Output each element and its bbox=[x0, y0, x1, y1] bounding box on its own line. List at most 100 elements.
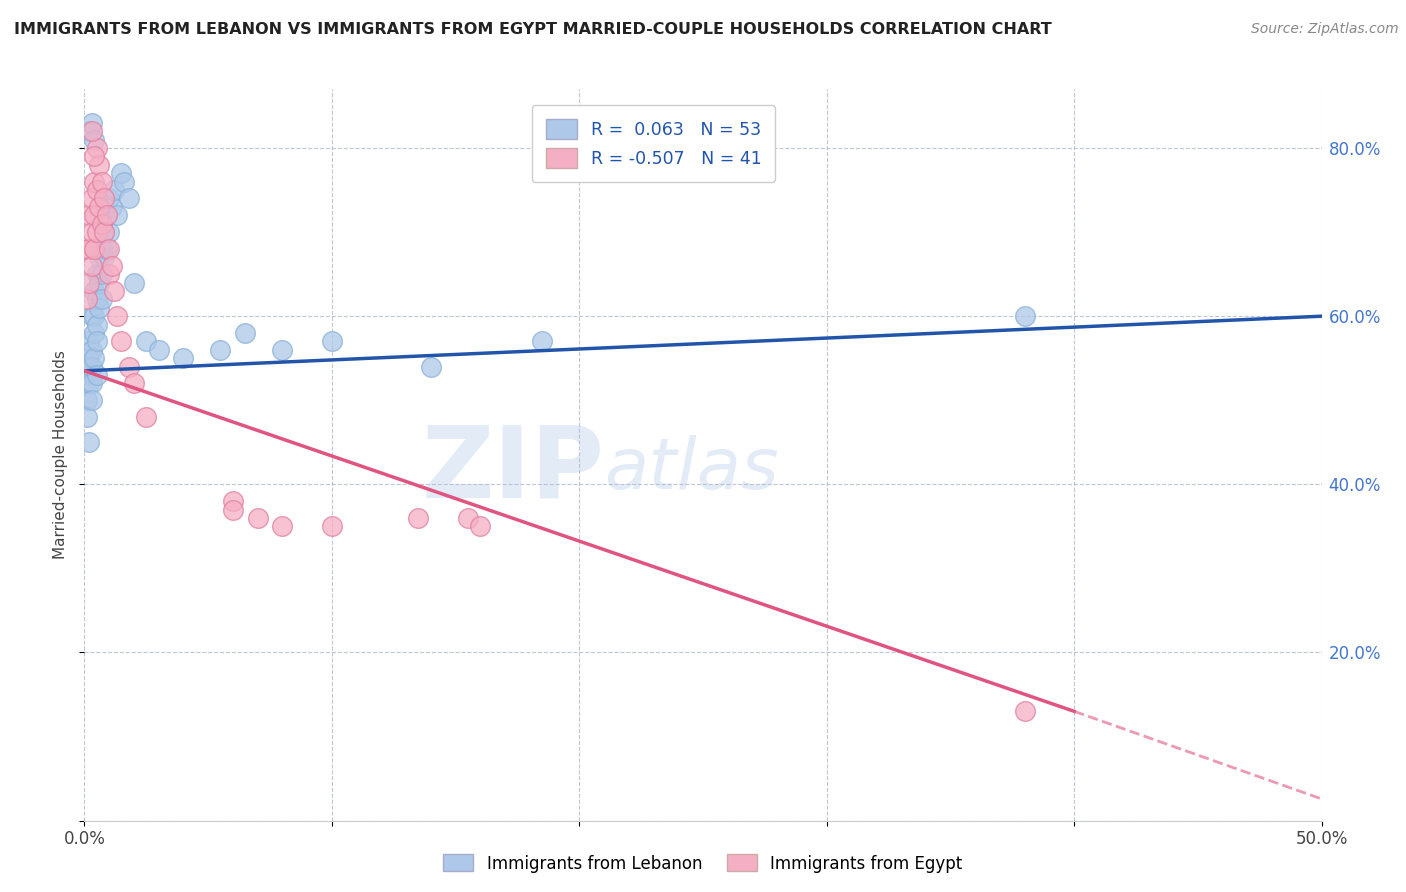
Point bbox=[76, 410, 98, 425]
Point bbox=[80, 225, 103, 239]
Point bbox=[83, 309, 105, 323]
Point bbox=[80, 393, 103, 408]
Point bbox=[271, 343, 294, 357]
Point bbox=[271, 519, 294, 533]
Point bbox=[80, 192, 103, 206]
Point bbox=[80, 343, 103, 357]
Point bbox=[419, 359, 441, 374]
Point bbox=[89, 158, 111, 172]
Point bbox=[135, 410, 157, 425]
Point bbox=[172, 351, 194, 366]
Point bbox=[98, 242, 121, 256]
Point bbox=[122, 376, 145, 391]
Point bbox=[89, 200, 111, 214]
Point bbox=[90, 217, 112, 231]
Point bbox=[122, 276, 145, 290]
Point bbox=[90, 267, 112, 281]
Point bbox=[531, 334, 554, 349]
Point bbox=[96, 208, 118, 222]
Point bbox=[83, 175, 105, 189]
Point bbox=[86, 293, 108, 307]
Point bbox=[83, 149, 105, 163]
Point bbox=[135, 334, 157, 349]
Point bbox=[76, 293, 98, 307]
Point bbox=[79, 276, 101, 290]
Point bbox=[321, 519, 343, 533]
Point bbox=[80, 259, 103, 273]
Point bbox=[470, 519, 492, 533]
Point bbox=[83, 208, 105, 222]
Point bbox=[110, 166, 132, 180]
Point bbox=[222, 494, 245, 508]
Point bbox=[79, 334, 101, 349]
Point bbox=[83, 242, 105, 256]
Point bbox=[86, 267, 108, 281]
Point bbox=[86, 225, 108, 239]
Point bbox=[98, 192, 121, 206]
Point bbox=[79, 376, 101, 391]
Point bbox=[89, 276, 111, 290]
Point bbox=[118, 359, 141, 374]
Point bbox=[79, 208, 101, 222]
Point bbox=[209, 343, 232, 357]
Point bbox=[80, 376, 103, 391]
Point bbox=[96, 242, 118, 256]
Point bbox=[76, 242, 98, 256]
Point bbox=[233, 326, 256, 340]
Point bbox=[86, 183, 108, 197]
Point bbox=[89, 251, 111, 265]
Text: Source: ZipAtlas.com: Source: ZipAtlas.com bbox=[1251, 22, 1399, 37]
Point bbox=[105, 309, 128, 323]
Point bbox=[105, 208, 128, 222]
Point bbox=[93, 225, 115, 239]
Legend: R =  0.063   N = 53, R = -0.507   N = 41: R = 0.063 N = 53, R = -0.507 N = 41 bbox=[531, 105, 775, 182]
Point bbox=[79, 242, 101, 256]
Point bbox=[1014, 309, 1036, 323]
Point bbox=[118, 192, 141, 206]
Point bbox=[83, 351, 105, 366]
Text: atlas: atlas bbox=[605, 435, 779, 504]
Point bbox=[76, 368, 98, 382]
Point bbox=[80, 359, 103, 374]
Point bbox=[86, 318, 108, 332]
Text: IMMIGRANTS FROM LEBANON VS IMMIGRANTS FROM EGYPT MARRIED-COUPLE HOUSEHOLDS CORRE: IMMIGRANTS FROM LEBANON VS IMMIGRANTS FR… bbox=[14, 22, 1052, 37]
Point bbox=[98, 267, 121, 281]
Point bbox=[83, 326, 105, 340]
Legend: Immigrants from Lebanon, Immigrants from Egypt: Immigrants from Lebanon, Immigrants from… bbox=[437, 847, 969, 880]
Point bbox=[76, 393, 98, 408]
Point bbox=[103, 183, 125, 197]
Point bbox=[90, 242, 112, 256]
Point bbox=[80, 309, 103, 323]
Point bbox=[98, 225, 121, 239]
Point bbox=[79, 435, 101, 450]
Point bbox=[457, 511, 479, 525]
Point bbox=[96, 208, 118, 222]
Text: ZIP: ZIP bbox=[422, 421, 605, 518]
Point bbox=[100, 259, 122, 273]
Point bbox=[83, 284, 105, 298]
Point bbox=[86, 334, 108, 349]
Y-axis label: Married-couple Households: Married-couple Households bbox=[53, 351, 69, 559]
Point bbox=[89, 301, 111, 315]
Point bbox=[408, 511, 430, 525]
Point bbox=[112, 175, 135, 189]
Point bbox=[86, 368, 108, 382]
Point bbox=[1014, 704, 1036, 718]
Point bbox=[79, 124, 101, 138]
Point bbox=[93, 251, 115, 265]
Point bbox=[86, 141, 108, 155]
Point bbox=[90, 175, 112, 189]
Point bbox=[246, 511, 269, 525]
Point bbox=[80, 116, 103, 130]
Point bbox=[93, 192, 115, 206]
Point bbox=[148, 343, 170, 357]
Point bbox=[100, 200, 122, 214]
Point bbox=[110, 334, 132, 349]
Point bbox=[103, 284, 125, 298]
Point bbox=[83, 133, 105, 147]
Point bbox=[79, 351, 101, 366]
Point bbox=[93, 225, 115, 239]
Point bbox=[80, 124, 103, 138]
Point bbox=[222, 502, 245, 516]
Point bbox=[90, 293, 112, 307]
